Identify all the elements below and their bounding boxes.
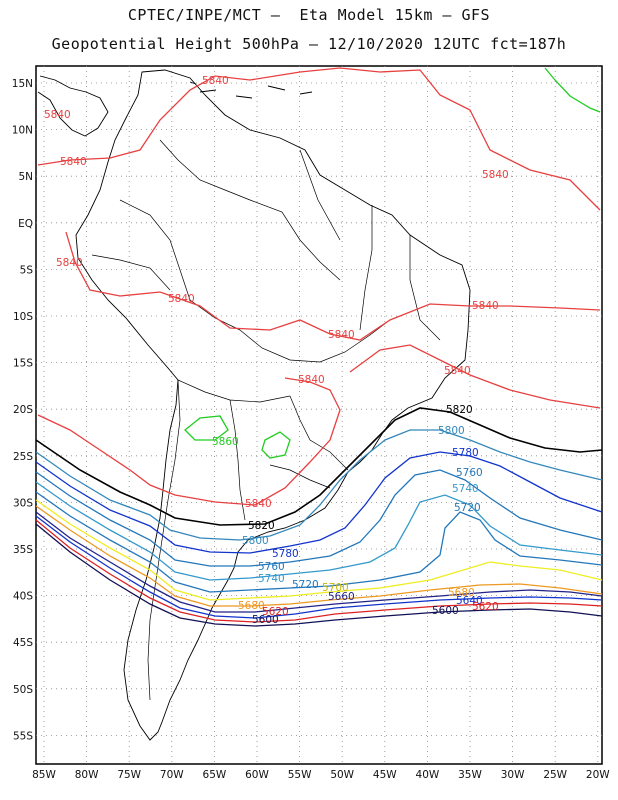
lat-label: 15S [13,358,33,370]
lon-label: 40W [416,769,440,781]
label-5620-b: 5620 [262,606,289,618]
lon-label: 20W [586,769,610,781]
lon-label: 70W [160,769,184,781]
label-5840-b: 5840 [44,109,71,121]
label-5840-a: 5840 [202,75,229,87]
contour-5820 [35,407,603,526]
lon-label: 75W [117,769,141,781]
contour-5860-atlantic [544,67,601,113]
label-5840-i: 5840 [444,365,471,377]
lat-label: 5N [18,171,33,183]
lat-label: 55S [13,730,33,742]
lon-label: 35W [458,769,482,781]
contour-5800 [35,429,603,541]
label-5780-a: 5780 [452,447,479,459]
contour-5740 [35,481,603,581]
contour-5640 [35,515,603,619]
lon-label: 85W [32,769,56,781]
lat-label: EQ [18,218,33,230]
contour-5700 [35,499,603,601]
lat-label: 10S [13,311,33,323]
contour-5780 [35,451,603,554]
label-5840-h: 5840 [328,329,355,341]
contour-5760 [35,469,603,567]
label-5700: 5700 [322,582,349,594]
label-5640: 5640 [456,595,483,607]
label-5720-b: 5720 [292,579,319,591]
lon-label: 50W [330,769,354,781]
graticule [36,66,602,764]
label-5740-b: 5740 [258,573,285,585]
label-5840-j: 5840 [298,374,325,386]
lat-label: 25S [13,451,33,463]
label-5760-b: 5760 [258,561,285,573]
longitude-labels: 85W 80W 75W 70W 65W 60W 55W 50W 45W 40W 35W 30W 25W 2… [32,769,610,781]
lat-label: 50S [13,684,33,696]
label-5840-d: 5840 [482,169,509,181]
lat-label: 45S [13,637,33,649]
label-5740-a: 5740 [452,483,479,495]
label-5800-a: 5800 [438,425,465,437]
map-title-line1: CPTEC/INPE/MCT – Eta Model 15km – GFS [127,6,491,24]
label-5600-a: 5600 [432,605,459,617]
map-frame [35,65,603,765]
label-5780-b: 5780 [272,548,299,560]
label-5760-a: 5760 [456,467,483,479]
label-5800-b: 5800 [242,535,269,547]
contour-5720 [35,491,603,593]
lon-label: 25W [543,769,567,781]
lat-label: 20S [13,404,33,416]
label-5820-a: 5820 [446,404,473,416]
label-5820-b: 5820 [248,520,275,532]
central-america-outline [37,75,109,137]
lon-label: 30W [501,769,525,781]
label-5620-a: 5620 [472,601,499,613]
label-5680-a: 5680 [448,587,475,599]
contour-5860-paraguay [184,415,291,459]
lat-label: 5S [20,264,34,276]
latitude-labels: 15N 10N 5N EQ 5S 10S 15S 20S 25S 30S 35S 40S 45S 50S 5… [12,78,34,742]
contour-5680 [35,505,603,607]
coastlines [37,69,471,741]
contours [35,67,603,627]
lat-label: 15N [12,78,33,90]
lon-label: 80W [75,769,99,781]
label-5680-b: 5680 [238,600,265,612]
lon-label: 45W [373,769,397,781]
contour-5840-south [37,344,601,506]
map-title-line2: Geopotential Height 500hPa – 12/10/2020 … [51,35,567,53]
label-5840-e: 5840 [56,257,83,269]
contour-5840-north [37,67,601,211]
lat-label: 40S [13,591,33,603]
contour-5620 [35,519,603,623]
label-5840-g: 5840 [472,300,499,312]
lat-label: 35S [13,544,33,556]
caribbean-islands [189,81,313,99]
label-5840-k: 5840 [245,498,272,510]
label-5840-f: 5840 [168,293,195,305]
country-borders [91,139,441,701]
lon-label: 60W [245,769,269,781]
label-5720-a: 5720 [454,502,481,514]
lon-label: 55W [288,769,312,781]
contour-5840-central [65,231,601,341]
label-5660: 5660 [328,591,355,603]
contour-labels: 5840 5840 5840 5840 5840 5840 5840 5840 … [44,75,509,626]
contour-5600 [35,523,603,627]
south-america-outline [75,69,471,741]
lat-label: 10N [12,125,33,137]
contour-5660 [35,511,603,613]
label-5840-c: 5840 [60,156,87,168]
lat-label: 30S [13,497,33,509]
lon-label: 65W [203,769,227,781]
label-5600-b: 5600 [252,614,279,626]
label-5860: 5860 [212,436,239,448]
